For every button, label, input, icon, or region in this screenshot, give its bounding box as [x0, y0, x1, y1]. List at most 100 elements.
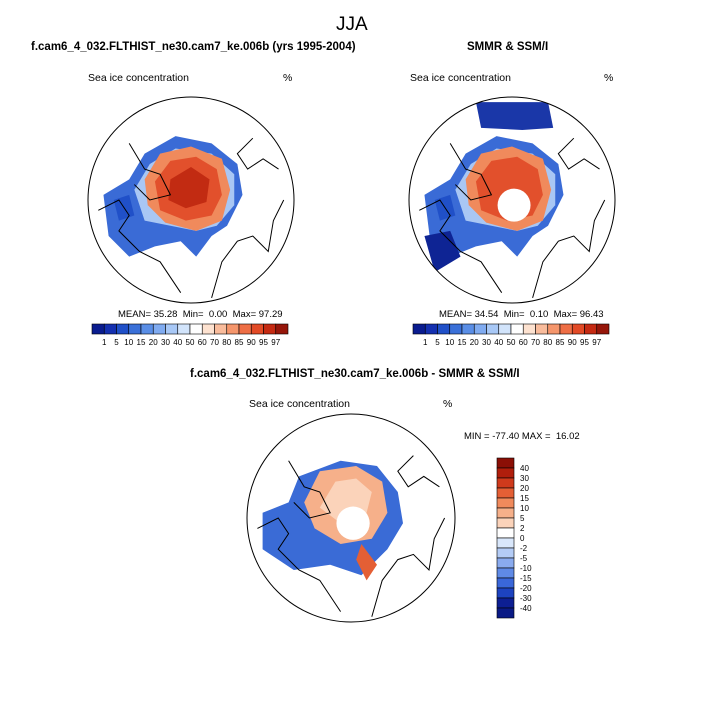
colorbar-tick-label: 50: [507, 338, 516, 347]
colorbar-box: [559, 323, 573, 335]
colorbar-tick-label: 95: [259, 338, 268, 347]
colorbar-tick-label: 80: [222, 338, 231, 347]
colorbar-box: [496, 527, 515, 539]
colorbar-tick-label: 90: [568, 338, 577, 347]
colorbar-box: [437, 323, 451, 335]
colorbar-box: [522, 323, 536, 335]
coastline: [257, 517, 342, 612]
coastline: [397, 455, 440, 488]
colorbar-box: [128, 323, 142, 335]
colorbar-tick-label: 95: [580, 338, 589, 347]
colorbar-tick-label: 0: [520, 534, 525, 543]
colorbar-box: [510, 323, 524, 335]
colorbar-tick-label: -30: [520, 594, 532, 603]
colorbar-tick-label: -40: [520, 604, 532, 613]
map-content: [98, 136, 285, 298]
colorbar-box: [412, 323, 426, 335]
colorbar-box: [496, 517, 515, 529]
colorbar-tick-label: 70: [210, 338, 219, 347]
colorbar-box: [201, 323, 215, 335]
colorbar-box: [496, 607, 515, 619]
left-max-label: Max=: [232, 309, 257, 320]
coastline: [557, 137, 600, 170]
colorbar-box: [535, 323, 549, 335]
colorbar-tick-label: 97: [592, 338, 601, 347]
map-boundary: [408, 96, 616, 304]
colorbar-box: [496, 567, 515, 579]
colorbar-box: [496, 587, 515, 599]
colorbar-tick-label: 5: [520, 514, 525, 523]
colorbar-tick-label: -20: [520, 584, 532, 593]
colorbar-tick-label: 2: [520, 524, 525, 533]
colorbar-tick-label: -15: [520, 574, 532, 583]
colorbar-box: [424, 323, 438, 335]
left-variable-label: Sea ice concentration: [88, 72, 189, 84]
colorbar-tick-label: 20: [520, 484, 529, 493]
colorbar-tick-label: 40: [520, 464, 529, 473]
left-stats: MEAN= 35.28 Min= 0.00 Max= 97.29: [118, 309, 283, 320]
right-mean-value: 34.54: [474, 309, 499, 320]
colorbar-tick-label: 5: [114, 338, 119, 347]
coastline: [449, 143, 493, 201]
diff-minmax: MIN = -77.40 MAX = 16.02: [464, 431, 580, 442]
map-content: [419, 102, 606, 298]
colorbar-tick-label: 15: [458, 338, 467, 347]
diff-polar-map: [246, 413, 456, 623]
colorbar-tick-label: 10: [124, 338, 133, 347]
colorbar-box: [496, 457, 515, 469]
right-stats: MEAN= 34.54 Min= 0.10 Max= 96.43: [439, 309, 604, 320]
right-min-value: 0.10: [529, 309, 549, 320]
map-boundary: [246, 413, 456, 623]
coastline: [236, 137, 279, 170]
left-polar-map: [87, 96, 295, 304]
colorbar-tick-label: 10: [445, 338, 454, 347]
colorbar-box: [140, 323, 154, 335]
colorbar-tick-label: 1: [423, 338, 428, 347]
colorbar-tick-label: 20: [149, 338, 158, 347]
map-content: [257, 455, 446, 617]
colorbar-box: [177, 323, 191, 335]
coastline: [532, 199, 606, 298]
left-mean-value: 35.28: [153, 309, 178, 320]
right-min-label: Min=: [503, 309, 525, 320]
colorbar-box: [584, 323, 598, 335]
colorbar-box: [498, 323, 512, 335]
colorbar-box: [496, 467, 515, 479]
left-min-label: Min=: [182, 309, 204, 320]
colorbar-box: [571, 323, 585, 335]
colorbar-box: [152, 323, 166, 335]
diff-variable-label: Sea ice concentration: [249, 398, 350, 410]
colorbar-box: [91, 323, 105, 335]
colorbar-box: [473, 323, 487, 335]
map-boundary: [87, 96, 295, 304]
colorbar-tick-label: 90: [247, 338, 256, 347]
coastline: [98, 199, 182, 293]
right-colorbar: 1 5 10 15 20 30 40 50 60 70 80 85 90 95 97: [412, 323, 610, 347]
right-panel-title: SMMR & SSM/I: [467, 41, 549, 53]
left-mean-label: MEAN=: [118, 309, 151, 320]
pole-hole: [336, 506, 370, 540]
colorbar-box: [449, 323, 463, 335]
colorbar-box: [461, 323, 475, 335]
left-colorbar: 1 5 10 15 20 30 40 50 60 70 80 85 90 95 97: [91, 323, 289, 347]
colorbar-tick-label: -2: [520, 544, 528, 553]
coastline: [288, 460, 331, 519]
left-panel-title: f.cam6_4_032.FLTHIST_ne30.cam7_ke.006b (…: [31, 41, 356, 53]
colorbar-box: [496, 537, 515, 549]
coastline: [128, 143, 172, 201]
pack-darkred: [168, 167, 210, 209]
colorbar-box: [263, 323, 277, 335]
colorbar-box: [496, 547, 515, 559]
colorbar-box: [486, 323, 500, 335]
colorbar-tick-label: -10: [520, 564, 532, 573]
colorbar-tick-label: 10: [520, 504, 529, 513]
right-max-label: Max=: [553, 309, 578, 320]
right-polar-map: [408, 96, 616, 304]
labrador-ice: [424, 230, 461, 273]
left-min-value: 0.00: [208, 309, 228, 320]
colorbar-tick-label: 40: [494, 338, 503, 347]
colorbar-tick-label: 40: [173, 338, 182, 347]
colorbar-box: [496, 487, 515, 499]
right-variable-label: Sea ice concentration: [410, 72, 511, 84]
